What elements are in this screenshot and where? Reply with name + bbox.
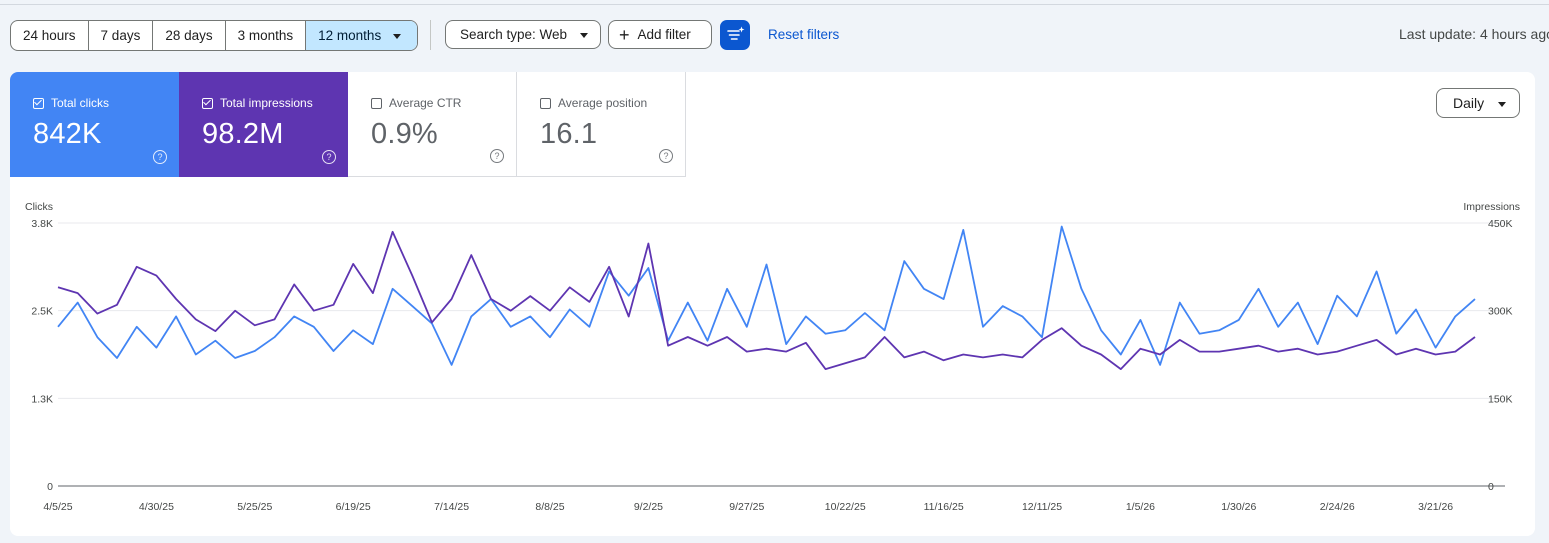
metric-value: 842K	[33, 118, 102, 150]
x-axis-tick: 4/5/25	[43, 501, 72, 513]
x-axis-tick: 9/2/25	[634, 501, 663, 513]
date-range-7-days[interactable]: 7 days	[89, 21, 154, 50]
date-range-3-months[interactable]: 3 months	[226, 21, 307, 50]
last-update-text: Last update: 4 hours ago	[1399, 26, 1549, 42]
impressions-series-line	[57, 230, 1476, 370]
left-axis-tick: 2.5K	[31, 306, 53, 318]
metric-label: Average position	[558, 96, 648, 110]
metric-total-clicks[interactable]: Total clicks 842K ?	[10, 72, 179, 177]
metric-average-position[interactable]: Average position 16.1 ?	[517, 72, 686, 177]
chevron-down-icon	[1498, 101, 1507, 107]
date-range-selector: 24 hours 7 days 28 days 3 months 12 mont…	[10, 20, 419, 51]
search-type-label: Search type: Web	[460, 27, 568, 42]
chevron-down-icon	[393, 33, 402, 39]
metric-value: 98.2M	[202, 118, 284, 150]
metric-label: Total clicks	[51, 96, 110, 110]
top-divider	[0, 4, 1549, 5]
metric-average-ctr[interactable]: Average CTR 0.9% ?	[348, 72, 517, 177]
metric-label: Average CTR	[389, 96, 462, 110]
x-axis-tick: 3/21/26	[1418, 501, 1453, 513]
chevron-down-icon	[580, 32, 589, 38]
search-type-dropdown[interactable]: Search type: Web	[445, 20, 601, 49]
right-axis-tick: 0	[1488, 481, 1494, 493]
metric-label: Total impressions	[220, 96, 313, 110]
x-axis-tick: 11/16/25	[924, 501, 964, 513]
left-axis-tick: 3.8K	[31, 218, 53, 230]
x-axis-tick: 8/8/25	[535, 501, 564, 513]
help-icon[interactable]: ?	[490, 149, 504, 163]
x-axis-tick: 1/30/26	[1221, 501, 1256, 513]
checkbox-checked-icon[interactable]	[202, 97, 213, 109]
filter-suggestions-button[interactable]	[720, 20, 750, 50]
granularity-dropdown[interactable]: Daily	[1436, 88, 1520, 118]
right-axis-title: Impressions	[1463, 201, 1520, 213]
x-axis-tick: 6/19/25	[336, 501, 371, 513]
add-filter-button[interactable]: + Add filter	[608, 20, 712, 49]
clicks-series-line	[57, 225, 1476, 366]
x-axis-tick: 12/11/25	[1022, 501, 1062, 513]
sparkle-filter-icon	[727, 26, 745, 40]
x-axis-tick: 1/5/26	[1126, 501, 1155, 513]
metric-value: 0.9%	[371, 118, 438, 150]
help-icon[interactable]: ?	[322, 150, 336, 164]
help-icon[interactable]: ?	[659, 149, 673, 163]
x-axis-tick: 7/14/25	[434, 501, 469, 513]
right-axis-tick: 450K	[1488, 218, 1513, 230]
x-axis-tick: 9/27/25	[729, 501, 764, 513]
date-range-12-months-label: 12 months	[318, 28, 382, 43]
x-axis-tick: 4/30/25	[139, 501, 174, 513]
date-range-28-days[interactable]: 28 days	[153, 21, 226, 50]
performance-chart[interactable]: 3.8K 450K 2.5K 300K 1.3K 150K 0 0 4/5/25 4/30/25 5…	[10, 72, 1535, 536]
left-axis-tick: 0	[47, 481, 53, 493]
granularity-label: Daily	[1453, 95, 1485, 111]
metric-value: 16.1	[540, 118, 598, 150]
toolbar-divider	[430, 20, 431, 50]
date-range-24-hours[interactable]: 24 hours	[11, 21, 89, 50]
checkbox-checked-icon[interactable]	[33, 97, 44, 109]
performance-card: Total clicks 842K ? Total impressions 98…	[10, 72, 1535, 536]
metric-total-impressions[interactable]: Total impressions 98.2M ?	[179, 72, 348, 177]
reset-filters-link[interactable]: Reset filters	[768, 27, 840, 42]
left-axis-title: Clicks	[25, 201, 53, 213]
add-filter-label: Add filter	[637, 27, 691, 42]
right-axis-tick: 150K	[1488, 393, 1513, 405]
date-range-12-months[interactable]: 12 months	[306, 21, 418, 50]
x-axis-tick: 5/25/25	[237, 501, 272, 513]
plus-icon: +	[619, 25, 630, 45]
x-axis-tick: 2/24/26	[1320, 501, 1355, 513]
checkbox-unchecked-icon[interactable]	[371, 97, 382, 109]
left-axis-tick: 1.3K	[31, 393, 53, 405]
x-axis-tick: 10/22/25	[825, 501, 866, 513]
right-axis-tick: 300K	[1488, 306, 1513, 318]
checkbox-unchecked-icon[interactable]	[540, 97, 551, 109]
help-icon[interactable]: ?	[153, 150, 167, 164]
